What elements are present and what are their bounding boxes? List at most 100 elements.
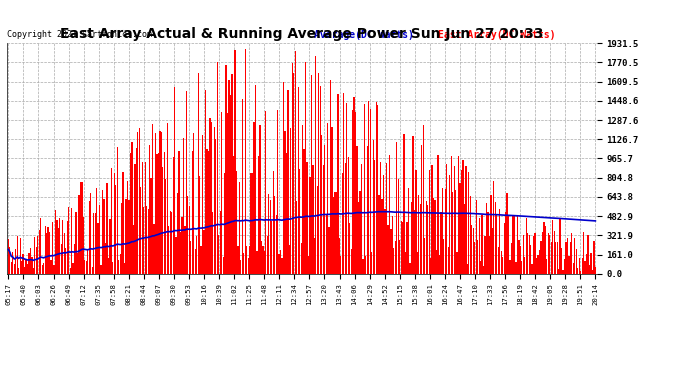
Bar: [218, 235, 219, 274]
Bar: [502, 257, 503, 274]
Bar: [115, 185, 117, 274]
Bar: [326, 214, 327, 274]
Bar: [92, 267, 93, 274]
Bar: [474, 242, 475, 274]
Bar: [126, 199, 127, 274]
Bar: [152, 124, 153, 274]
Bar: [359, 191, 361, 274]
Bar: [577, 267, 578, 274]
Bar: [531, 264, 533, 274]
Bar: [277, 110, 278, 274]
Bar: [286, 153, 287, 274]
Bar: [104, 199, 105, 274]
Bar: [77, 254, 78, 274]
Bar: [411, 202, 412, 274]
Bar: [430, 258, 431, 274]
Bar: [250, 173, 252, 274]
Bar: [418, 195, 420, 274]
Bar: [95, 213, 96, 274]
Bar: [453, 166, 455, 274]
Bar: [80, 182, 81, 274]
Bar: [318, 73, 319, 274]
Bar: [149, 145, 150, 274]
Bar: [489, 236, 490, 274]
Bar: [480, 261, 481, 274]
Bar: [560, 219, 561, 274]
Bar: [209, 118, 210, 274]
Bar: [399, 240, 400, 274]
Bar: [315, 56, 317, 274]
Bar: [132, 225, 134, 274]
Bar: [509, 260, 511, 274]
Bar: [593, 242, 595, 274]
Bar: [127, 181, 128, 274]
Bar: [228, 80, 230, 274]
Bar: [546, 260, 547, 274]
Bar: [162, 166, 164, 274]
Bar: [70, 268, 71, 274]
Bar: [551, 242, 552, 274]
Bar: [522, 235, 524, 274]
Bar: [353, 97, 355, 274]
Bar: [487, 212, 489, 274]
Bar: [145, 162, 146, 274]
Bar: [365, 256, 366, 274]
Bar: [59, 218, 61, 274]
Bar: [214, 127, 215, 274]
Bar: [287, 90, 288, 274]
Bar: [181, 217, 183, 274]
Bar: [349, 223, 351, 274]
Bar: [421, 145, 422, 274]
Bar: [150, 178, 152, 274]
Bar: [248, 258, 249, 274]
Bar: [219, 211, 221, 274]
Bar: [50, 260, 52, 274]
Bar: [388, 155, 390, 274]
Bar: [414, 210, 415, 274]
Bar: [255, 86, 256, 274]
Bar: [451, 156, 452, 274]
Bar: [266, 236, 268, 274]
Bar: [161, 132, 162, 274]
Bar: [538, 255, 539, 274]
Bar: [564, 259, 565, 274]
Bar: [493, 181, 495, 274]
Bar: [32, 268, 34, 274]
Bar: [386, 163, 387, 274]
Bar: [119, 255, 121, 274]
Bar: [397, 178, 399, 274]
Bar: [130, 153, 131, 274]
Bar: [10, 262, 12, 274]
Bar: [406, 222, 408, 274]
Bar: [217, 62, 218, 274]
Bar: [243, 252, 244, 274]
Bar: [39, 230, 40, 274]
Bar: [584, 261, 586, 274]
Bar: [197, 72, 199, 274]
Bar: [479, 218, 480, 274]
Bar: [529, 235, 530, 274]
Bar: [168, 226, 169, 274]
Bar: [555, 242, 556, 274]
Bar: [224, 173, 225, 274]
Bar: [455, 190, 456, 274]
Bar: [295, 51, 296, 274]
Bar: [343, 93, 344, 274]
Bar: [164, 152, 165, 274]
Bar: [443, 239, 444, 274]
Bar: [206, 149, 208, 274]
Bar: [310, 75, 312, 274]
Bar: [452, 192, 453, 274]
Bar: [210, 122, 212, 274]
Bar: [422, 125, 424, 274]
Bar: [299, 169, 300, 274]
Bar: [306, 162, 308, 274]
Bar: [558, 270, 559, 274]
Bar: [118, 260, 119, 274]
Title: East Array Actual & Running Average Power Sun Jun 27 20:33: East Array Actual & Running Average Powe…: [60, 27, 544, 40]
Bar: [395, 242, 396, 274]
Bar: [205, 90, 206, 274]
Bar: [49, 232, 50, 274]
Bar: [239, 182, 240, 274]
Bar: [40, 218, 41, 274]
